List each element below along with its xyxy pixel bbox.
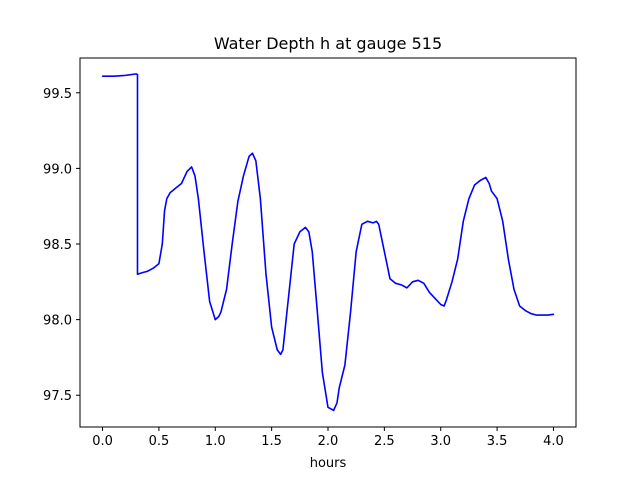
- series-layer: [101, 73, 555, 412]
- plot-background: [80, 58, 576, 427]
- plot-frame: [79, 57, 577, 428]
- x-tick-label: 4.0: [543, 434, 564, 449]
- x-tick-label: 0.0: [92, 434, 113, 449]
- x-axis-label: hours: [310, 456, 347, 471]
- x-tick-label: 1.0: [205, 434, 226, 449]
- x-tick-label: 0.5: [149, 434, 170, 449]
- x-tick-label: 2.5: [374, 434, 395, 449]
- y-tick-label: 98.0: [43, 314, 72, 329]
- chart-title: Water Depth h at gauge 515: [214, 34, 442, 53]
- x-axis-ticks: 0.0 0.5 1.0 1.5 2.0 2.5 3.0 3.5 4.0: [92, 427, 564, 449]
- y-tick-label: 99.5: [43, 87, 72, 102]
- x-tick-label: 3.5: [487, 434, 508, 449]
- y-tick-label: 98.5: [43, 238, 72, 253]
- plot-area: [80, 58, 576, 427]
- series-line: [101, 73, 555, 412]
- x-tick-label: 1.5: [261, 434, 282, 449]
- x-tick-label: 2.0: [318, 434, 339, 449]
- x-tick-label: 3.0: [430, 434, 451, 449]
- y-tick-label: 99.0: [43, 162, 72, 177]
- y-tick-label: 97.5: [43, 389, 72, 404]
- y-axis-ticks: 97.5 98.0 98.5 99.0 99.5: [43, 87, 80, 404]
